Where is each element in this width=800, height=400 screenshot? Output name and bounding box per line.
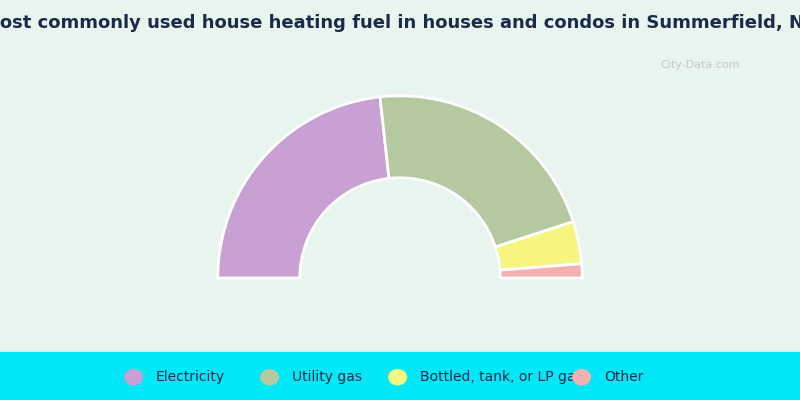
Wedge shape	[218, 97, 389, 278]
Text: Bottled, tank, or LP gas: Bottled, tank, or LP gas	[420, 370, 582, 384]
Wedge shape	[380, 96, 574, 247]
Wedge shape	[495, 222, 582, 270]
Wedge shape	[500, 264, 582, 278]
Text: City-Data.com: City-Data.com	[660, 60, 740, 70]
Text: Other: Other	[604, 370, 643, 384]
Text: Most commonly used house heating fuel in houses and condos in Summerfield, NC: Most commonly used house heating fuel in…	[0, 14, 800, 32]
Bar	[0, 352, 800, 400]
Text: Utility gas: Utility gas	[292, 370, 362, 384]
Text: Electricity: Electricity	[156, 370, 225, 384]
Bar	[0, 0, 800, 352]
